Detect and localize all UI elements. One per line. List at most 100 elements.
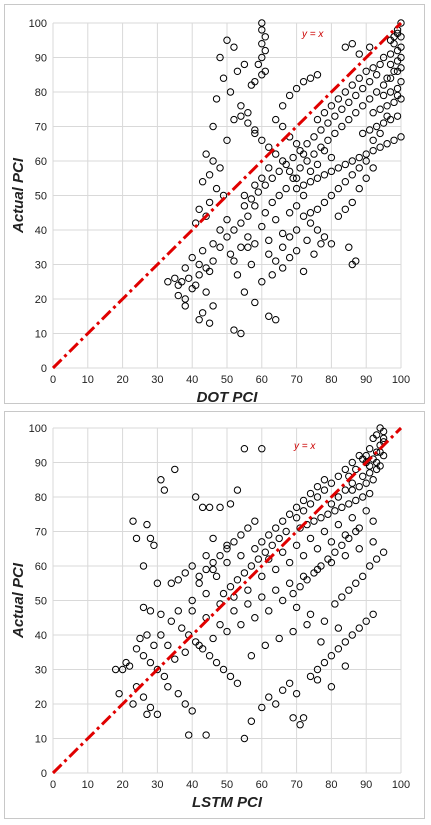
- data-point: [341, 486, 350, 494]
- data-point: [167, 579, 176, 587]
- data-point: [376, 129, 384, 138]
- data-point: [317, 638, 325, 646]
- data-point: [365, 562, 374, 570]
- data-point: [157, 631, 165, 639]
- data-point: [188, 562, 196, 570]
- data-point: [282, 184, 290, 193]
- data-point: [261, 548, 269, 556]
- data-point: [327, 479, 336, 487]
- data-point: [143, 631, 151, 639]
- data-point: [285, 91, 294, 100]
- data-point: [265, 143, 273, 151]
- data-point: [390, 98, 398, 107]
- data-point: [379, 548, 388, 556]
- data-point: [223, 545, 231, 553]
- data-point: [313, 160, 322, 169]
- data-point: [258, 26, 266, 34]
- data-point: [185, 731, 193, 739]
- data-point: [341, 205, 350, 214]
- data-point: [258, 174, 266, 182]
- y-tick-label: 20: [35, 294, 47, 306]
- data-point: [397, 133, 405, 141]
- data-point: [327, 102, 336, 110]
- data-point: [313, 565, 322, 574]
- data-point: [341, 465, 350, 474]
- y-tick-label: 10: [35, 329, 47, 341]
- data-point: [268, 541, 276, 550]
- data-point: [132, 645, 141, 653]
- data-point: [376, 143, 384, 151]
- data-point: [157, 610, 165, 619]
- data-point: [205, 652, 214, 660]
- data-point: [285, 167, 294, 176]
- data-point: [292, 689, 301, 698]
- data-point: [310, 150, 318, 158]
- data-point: [285, 558, 294, 567]
- data-point: [278, 548, 287, 556]
- data-point: [272, 586, 280, 594]
- data-point: [338, 541, 346, 550]
- data-point: [164, 683, 172, 691]
- data-point: [247, 562, 256, 570]
- data-point: [258, 71, 266, 79]
- data-point: [296, 583, 304, 591]
- data-point: [230, 607, 238, 615]
- data-point: [247, 195, 256, 203]
- data-point: [299, 212, 308, 220]
- data-point: [313, 676, 322, 684]
- data-point: [379, 81, 388, 89]
- data-point: [230, 326, 238, 334]
- data-point: [258, 445, 266, 453]
- data-point: [397, 53, 405, 62]
- data-point: [223, 627, 231, 636]
- data-point: [181, 569, 189, 577]
- data-point: [212, 572, 221, 581]
- data-point: [237, 102, 245, 110]
- data-point: [146, 658, 155, 667]
- data-point: [292, 184, 301, 193]
- data-point: [306, 209, 315, 217]
- data-point: [306, 534, 315, 543]
- data-point: [226, 88, 235, 96]
- data-point: [320, 486, 329, 494]
- y-tick-label: 70: [35, 122, 47, 134]
- data-point: [372, 88, 381, 96]
- data-point: [251, 202, 259, 210]
- data-point: [240, 734, 249, 743]
- data-point: [209, 157, 217, 165]
- data-point: [237, 243, 245, 251]
- data-point: [369, 610, 377, 619]
- data-point: [292, 603, 301, 612]
- data-point: [306, 489, 315, 498]
- data-point: [195, 271, 203, 279]
- data-point: [352, 109, 360, 117]
- data-point: [244, 109, 252, 117]
- data-point: [146, 534, 155, 543]
- data-point: [299, 267, 308, 276]
- data-point: [390, 136, 398, 145]
- data-point: [258, 538, 266, 546]
- data-point: [118, 665, 127, 674]
- data-point: [205, 198, 214, 207]
- data-point: [341, 551, 350, 560]
- data-point: [285, 253, 294, 262]
- data-point: [334, 164, 343, 172]
- data-point: [209, 302, 217, 310]
- data-point: [181, 295, 189, 303]
- data-point: [310, 517, 318, 525]
- data-point: [289, 627, 297, 636]
- data-point: [313, 665, 322, 674]
- data-point: [369, 109, 377, 117]
- data-point: [240, 202, 249, 210]
- data-point: [136, 634, 144, 643]
- data-point: [313, 493, 322, 501]
- data-point: [261, 641, 269, 650]
- data-point: [247, 717, 256, 725]
- data-point: [320, 109, 329, 117]
- data-point: [327, 240, 336, 248]
- data-point: [320, 658, 329, 667]
- data-point: [198, 309, 207, 317]
- data-point: [272, 524, 280, 532]
- data-point: [209, 634, 217, 643]
- data-point: [365, 43, 374, 51]
